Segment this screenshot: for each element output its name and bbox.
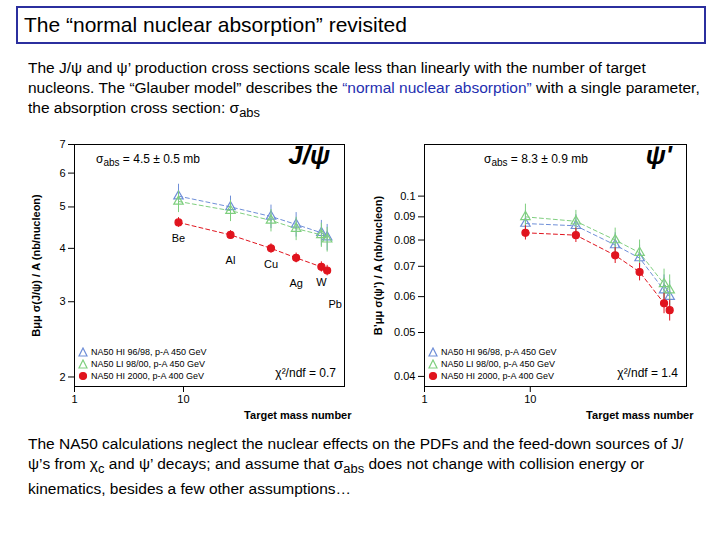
- html-text:The NA50 calculations neglect: The NA50 calculations neglect the nuclea…: [28, 435, 684, 498]
- svg-text:Target mass number: Target mass number: [586, 409, 694, 421]
- svg-text:0.1: 0.1: [400, 190, 415, 202]
- svg-text:Bμμ σ(J/ψ) / A (nb/nucleon): Bμμ σ(J/ψ) / A (nb/nucleon): [30, 194, 42, 337]
- svg-text:7: 7: [59, 138, 65, 150]
- svg-text:Target mass number: Target mass number: [244, 409, 352, 421]
- svg-text:10: 10: [524, 393, 536, 405]
- svg-text:1: 1: [421, 393, 427, 405]
- svg-text:6: 6: [59, 167, 65, 179]
- html-text:ψ': ψ': [645, 140, 672, 170]
- svg-text:0.08: 0.08: [394, 234, 415, 246]
- html-text:NA50 LI 98/00, p-A 450 GeV: NA50 LI 98/00, p-A 450 GeV: [441, 359, 556, 369]
- svg-text:0.09: 0.09: [394, 210, 415, 222]
- html-text:NA50 LI 98/00, p-A 450 GeV: NA50 LI 98/00, p-A 450 GeV: [91, 359, 206, 369]
- html-text:J/ψ: J/ψ: [288, 140, 330, 170]
- html-text:χ²/ndf = 1.4: χ²/ndf = 1.4: [617, 366, 678, 380]
- svg-text:2: 2: [59, 371, 65, 383]
- svg-text:5: 5: [59, 200, 65, 212]
- svg-text:Be: Be: [172, 232, 185, 244]
- svg-text:0.06: 0.06: [394, 290, 415, 302]
- svg-text:Cu: Cu: [264, 258, 278, 270]
- html-text:NA50 HI 96/98, p-A 450 GeV: NA50 HI 96/98, p-A 450 GeV: [91, 347, 207, 357]
- html-text:χ²/ndf = 0.7: χ²/ndf = 0.7: [275, 366, 336, 380]
- html-text:NA50 HI 2000, p-A 400 GeV: NA50 HI 2000, p-A 400 GeV: [91, 371, 205, 381]
- svg-text:3: 3: [59, 295, 65, 307]
- svg-text:Ag: Ag: [289, 277, 302, 289]
- html-text:NA50 HI 2000, p-A 400 GeV: NA50 HI 2000, p-A 400 GeV: [441, 371, 555, 381]
- html-text:NA50 HI 96/98, p-A 450 GeV: NA50 HI 96/98, p-A 450 GeV: [441, 347, 557, 357]
- html-text:σabs= 8.3 ± 0.9 mb: σabs= 8.3 ± 0.9 mb: [484, 152, 588, 169]
- svg-text:B’μμ σ(ψ’) / A (nb/nucleon): B’μμ σ(ψ’) / A (nb/nucleon): [372, 195, 384, 335]
- html-text:σabs= 4.5 ± 0.5 mb: σabs= 4.5 ± 0.5 mb: [96, 152, 200, 169]
- svg-text:0.04: 0.04: [394, 370, 415, 382]
- svg-text:10: 10: [177, 393, 189, 405]
- html-text:The “normal nuclear absorption: The “normal nuclear absorption” revisite…: [24, 13, 407, 36]
- svg-text:Pb: Pb: [328, 298, 341, 310]
- html-text:The J/ψ and ψ’ production cros: The J/ψ and ψ’ production cross sections…: [28, 59, 700, 121]
- svg-text:1: 1: [71, 393, 77, 405]
- svg-text:0.05: 0.05: [394, 326, 415, 338]
- svg-text:4: 4: [59, 242, 65, 254]
- svg-text:Al: Al: [226, 254, 236, 266]
- svg-text:W: W: [316, 276, 327, 288]
- svg-text:0.07: 0.07: [394, 260, 415, 272]
